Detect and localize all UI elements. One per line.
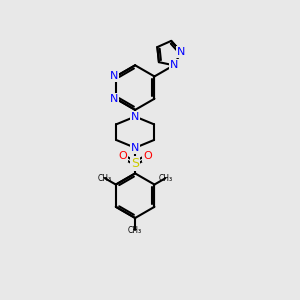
Text: CH₃: CH₃ — [158, 174, 172, 183]
Text: O: O — [143, 151, 152, 161]
Text: N: N — [169, 60, 178, 70]
Text: N: N — [177, 47, 185, 57]
Text: O: O — [118, 151, 127, 161]
Text: N: N — [110, 71, 118, 81]
Text: CH₃: CH₃ — [98, 174, 112, 183]
Text: N: N — [131, 143, 139, 153]
Text: N: N — [131, 112, 139, 122]
Text: CH₃: CH₃ — [128, 226, 142, 235]
Text: N: N — [110, 94, 118, 104]
Text: S: S — [131, 157, 139, 170]
